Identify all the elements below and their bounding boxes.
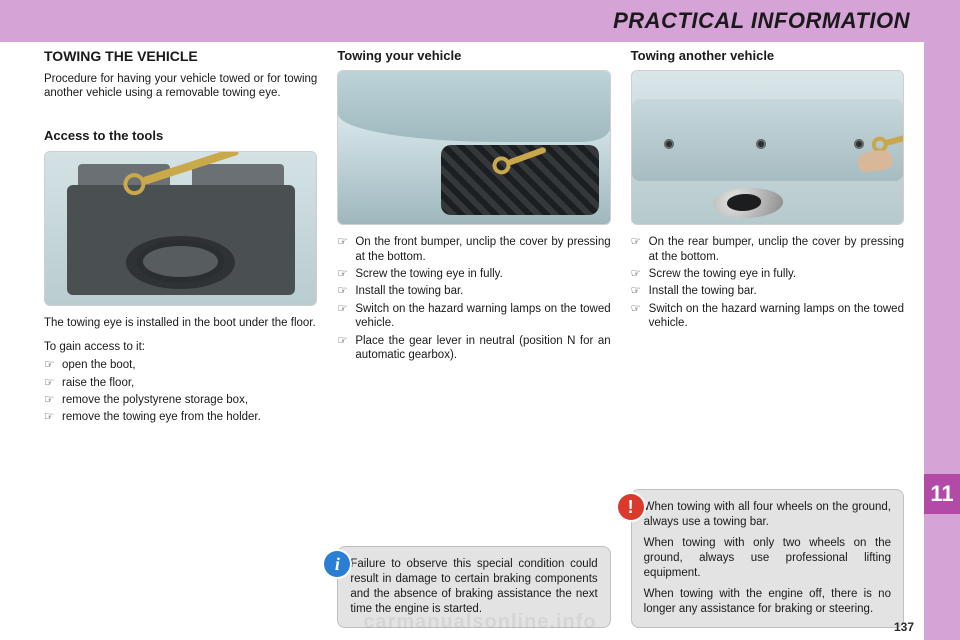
col3-bullets: ☞On the rear bumper, unclip the cover by… xyxy=(631,235,904,333)
front-bumper-illustration xyxy=(337,70,610,225)
column-3: Towing another vehicle ☞On the rear bump… xyxy=(631,48,904,628)
warn-p2: When towing with only two wheels on the … xyxy=(644,536,891,581)
right-sidebar xyxy=(924,0,960,640)
info-note-text: Failure to observe this special conditio… xyxy=(350,558,597,615)
page-number: 137 xyxy=(894,620,914,634)
column-1: TOWING THE VEHICLE Procedure for having … xyxy=(44,48,317,628)
col1-subheading: Access to the tools xyxy=(44,128,317,144)
col1-heading: TOWING THE VEHICLE xyxy=(44,48,317,66)
warning-note: ! When towing with all four wheels on th… xyxy=(631,489,904,628)
section-number: 11 xyxy=(930,481,953,507)
manual-page: 11 PRACTICAL INFORMATION TOWING THE VEHI… xyxy=(0,0,960,640)
col2-heading: Towing your vehicle xyxy=(337,48,610,64)
content-area: TOWING THE VEHICLE Procedure for having … xyxy=(44,48,904,628)
col2-bullets: ☞On the front bumper, unclip the cover b… xyxy=(337,235,610,365)
col1-p2: To gain access to it: xyxy=(44,340,317,354)
col1-bullets: ☞open the boot, ☞raise the floor, ☞remov… xyxy=(44,358,317,428)
boot-illustration xyxy=(44,151,317,306)
warning-badge-icon: ! xyxy=(618,494,644,520)
warn-p3: When towing with the engine off, there i… xyxy=(644,587,891,617)
col1-p1: The towing eye is installed in the boot … xyxy=(44,316,317,330)
col3-heading: Towing another vehicle xyxy=(631,48,904,64)
info-note: i Failure to observe this special condit… xyxy=(337,546,610,628)
rear-bumper-illustration xyxy=(631,70,904,225)
header-title: PRACTICAL INFORMATION xyxy=(613,8,910,34)
column-2: Towing your vehicle ☞On the front bumper… xyxy=(337,48,610,628)
info-badge-icon: i xyxy=(324,551,350,577)
col1-intro: Procedure for having your vehicle towed … xyxy=(44,72,317,101)
warn-p1: When towing with all four wheels on the … xyxy=(644,500,891,530)
page-header: PRACTICAL INFORMATION xyxy=(0,0,924,42)
section-tab: 11 xyxy=(924,474,960,514)
